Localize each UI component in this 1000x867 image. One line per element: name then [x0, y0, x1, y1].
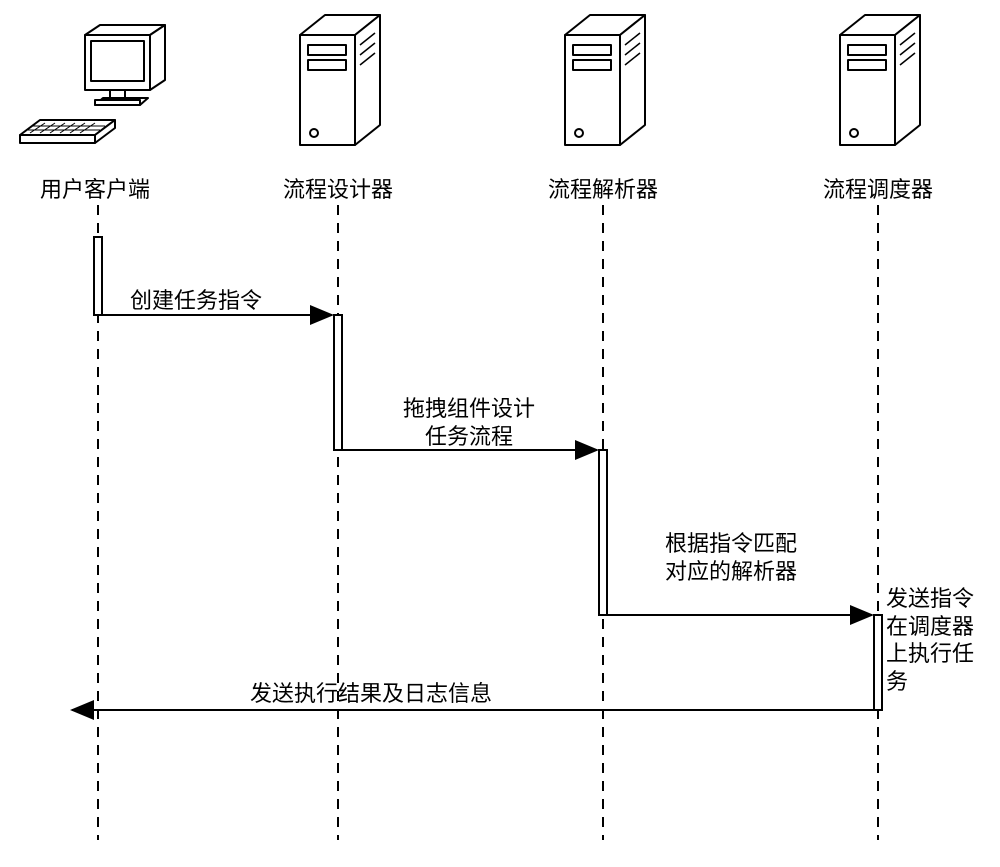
server-icon-parser [565, 15, 645, 145]
label-client: 用户客户端 [40, 172, 150, 204]
msg-m1-label: 创建任务指令 [130, 287, 262, 315]
server-icon-scheduler [840, 15, 920, 145]
label-designer: 流程设计器 [283, 172, 393, 204]
msg-m3-label: 根据指令匹配 对应的解析器 [665, 530, 797, 585]
label-scheduler: 流程调度器 [823, 172, 933, 204]
workstation-icon [20, 25, 165, 143]
msg-m5-label: 发送执行结果及日志信息 [250, 680, 492, 708]
server-icon-designer [300, 15, 380, 145]
msg-m4-side: 发送指令 在调度器 上执行任 务 [886, 585, 974, 695]
activation-scheduler [874, 615, 882, 710]
sequence-diagram: 用户客户端 流程设计器 流程解析器 流程调度器 创建任务指令 拖拽组件设计 任务… [0, 0, 1000, 867]
activation-parser [599, 450, 607, 615]
label-parser: 流程解析器 [548, 172, 658, 204]
activation-designer [334, 315, 342, 450]
msg-m2-label: 拖拽组件设计 任务流程 [403, 395, 535, 450]
activation-client [94, 237, 102, 315]
